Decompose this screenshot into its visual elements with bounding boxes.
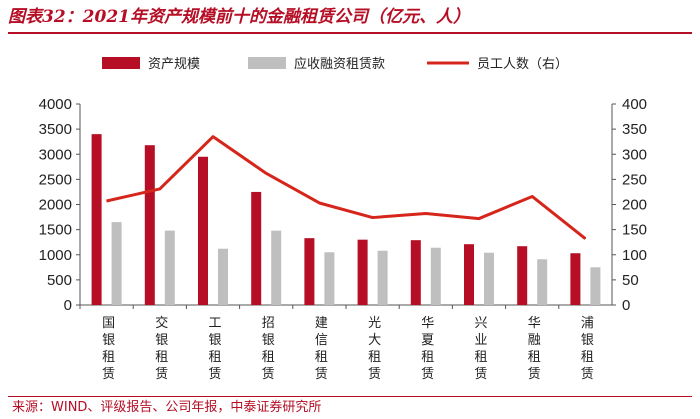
bar-finance-lease-receivable (590, 267, 601, 305)
bar-finance-lease-receivable (218, 248, 228, 305)
left-tick-label: 500 (47, 272, 72, 289)
line-point (159, 188, 161, 190)
chart-title: 图表32：2021年资产规模前十的金融租赁公司（亿元、人） (8, 7, 470, 27)
left-tick-label: 1500 (39, 222, 72, 239)
chart-legend: 资产规模 应收融资租赁款 员工人数（右） (102, 56, 568, 72)
line-point (265, 172, 267, 174)
left-tick-label: 2000 (39, 197, 72, 214)
bar-asset-scale (144, 145, 155, 305)
right-tick-label: 150 (622, 222, 647, 239)
bar-asset-scale (464, 244, 474, 305)
bar-finance-lease-receivable (537, 259, 548, 305)
right-tick-label: 350 (622, 121, 647, 138)
right-tick-label: 50 (622, 272, 639, 289)
source-divider (8, 396, 692, 397)
legend-label-employees: 员工人数（右） (477, 57, 568, 72)
left-tick-label: 4000 (39, 96, 72, 113)
bar-asset-scale (91, 134, 102, 305)
bar-series-group (91, 134, 601, 305)
line-series-group (106, 135, 587, 240)
line-point (584, 238, 586, 240)
line-employee-count (106, 135, 587, 240)
bar-asset-scale (410, 240, 421, 305)
legend-swatch-receivable (248, 57, 286, 69)
legend-label-receivable: 应收融资租赁款 (294, 56, 385, 72)
bar-asset-scale (251, 191, 262, 305)
left-tick-label: 2500 (39, 171, 72, 188)
bar-finance-lease-receivable (377, 250, 388, 305)
right-tick-label: 0 (622, 297, 630, 314)
category-label: 华夏租赁 (421, 316, 434, 382)
left-tick-label: 3500 (39, 121, 72, 138)
bar-finance-lease-receivable (324, 252, 335, 305)
bar-asset-scale (357, 239, 368, 305)
bar-finance-lease-receivable (164, 230, 175, 305)
bar-asset-scale (198, 156, 208, 305)
line-point (425, 213, 427, 215)
bar-asset-scale (570, 253, 581, 305)
title-underline (8, 32, 692, 34)
right-tick-label: 250 (622, 171, 647, 188)
right-y-axis: 0 50 100 150 200 250 300 350 400 (611, 96, 647, 314)
category-label: 招银租赁 (262, 316, 275, 382)
bar-finance-lease-receivable (430, 247, 441, 305)
category-label: 建信租赁 (315, 316, 328, 382)
right-tick-label: 100 (622, 247, 647, 264)
category-label: 华融租赁 (528, 316, 541, 382)
legend-label-asset-scale: 资产规模 (148, 57, 200, 72)
line-point (372, 217, 374, 219)
right-tick-label: 200 (622, 197, 647, 214)
line-point (106, 200, 108, 202)
bar-finance-lease-receivable (484, 252, 494, 305)
bar-finance-lease-receivable (111, 222, 122, 305)
category-labels: 国银租赁 交银租赁 工银租赁 招银租赁 建信租赁 光大租赁 华夏租赁 兴业租赁 华融租赁 浦银租赁 (79, 305, 594, 382)
category-label: 国银租赁 (102, 316, 115, 382)
left-tick-label: 1000 (39, 247, 72, 264)
bar-asset-scale (517, 246, 528, 305)
bar-asset-scale (304, 238, 315, 305)
category-label: 浦银租赁 (581, 316, 594, 382)
category-label: 交银租赁 (155, 315, 168, 382)
line-point (531, 195, 533, 197)
line-point (212, 136, 214, 138)
right-tick-label: 400 (622, 96, 647, 113)
category-label: 工银租赁 (208, 316, 221, 382)
right-tick-label: 300 (622, 146, 647, 163)
left-tick-label: 0 (64, 297, 72, 314)
legend-swatch-asset-scale (102, 57, 140, 69)
category-label: 兴业租赁 (474, 316, 487, 382)
left-tick-label: 3000 (39, 146, 72, 163)
line-point (318, 202, 320, 204)
line-point (478, 218, 480, 220)
bar-finance-lease-receivable (271, 230, 282, 305)
source-note: 来源：WIND、评级报告、公司年报，中泰证券研究所 (12, 400, 322, 415)
category-label: 光大租赁 (368, 316, 381, 382)
